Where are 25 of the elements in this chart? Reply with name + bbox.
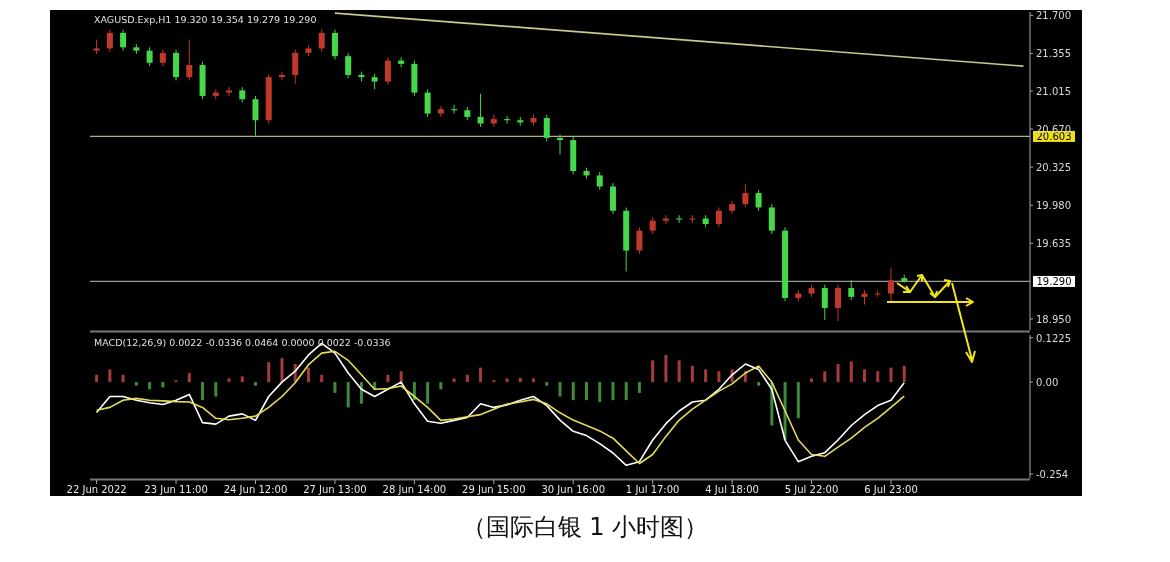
- x-tick-label: 30 Jun 16:00: [541, 484, 606, 495]
- y-tick-label: 20.325: [1036, 162, 1071, 174]
- chart-title: XAGUSD.Exp,H1 19.320 19.354 19.279 19.290: [94, 14, 317, 25]
- x-tick-label: 1 Jul 17:00: [625, 484, 680, 495]
- x-tick-label: 29 Jun 15:00: [462, 484, 526, 495]
- x-tick-label: 6 Jul 23:00: [864, 484, 918, 495]
- ref-line-label: 19.290: [1036, 276, 1072, 288]
- y-tick-label: 19.980: [1036, 200, 1071, 212]
- y-tick-label: 0.00: [1036, 377, 1059, 389]
- y-tick-label: 0.1225: [1036, 332, 1071, 344]
- y-tick-label: -0.254: [1036, 469, 1069, 481]
- x-tick-label: 28 Jun 14:00: [382, 484, 447, 495]
- x-tick-label: 23 Jun 11:00: [144, 484, 208, 495]
- y-tick-label: 19.635: [1036, 238, 1071, 250]
- x-tick-label: 22 Jun 2022: [66, 484, 127, 495]
- y-tick-label: 21.355: [1036, 48, 1071, 60]
- chart-title: MACD(12,26,9) 0.0022 -0.0336 0.0464 0.0000 0.0022 -0.0336: [94, 337, 391, 348]
- y-tick-label: 21.015: [1036, 85, 1071, 97]
- x-tick-label: 27 Jun 13:00: [303, 484, 367, 495]
- x-tick-label: 24 Jun 12:00: [223, 484, 288, 495]
- text: （国际白银 1 小时图）: [461, 513, 709, 541]
- x-tick-label: 5 Jul 22:00: [784, 484, 839, 495]
- y-tick-label: 21.700: [1036, 10, 1071, 22]
- y-tick-label: 18.950: [1036, 313, 1071, 325]
- x-tick-label: 4 Jul 18:00: [705, 484, 759, 495]
